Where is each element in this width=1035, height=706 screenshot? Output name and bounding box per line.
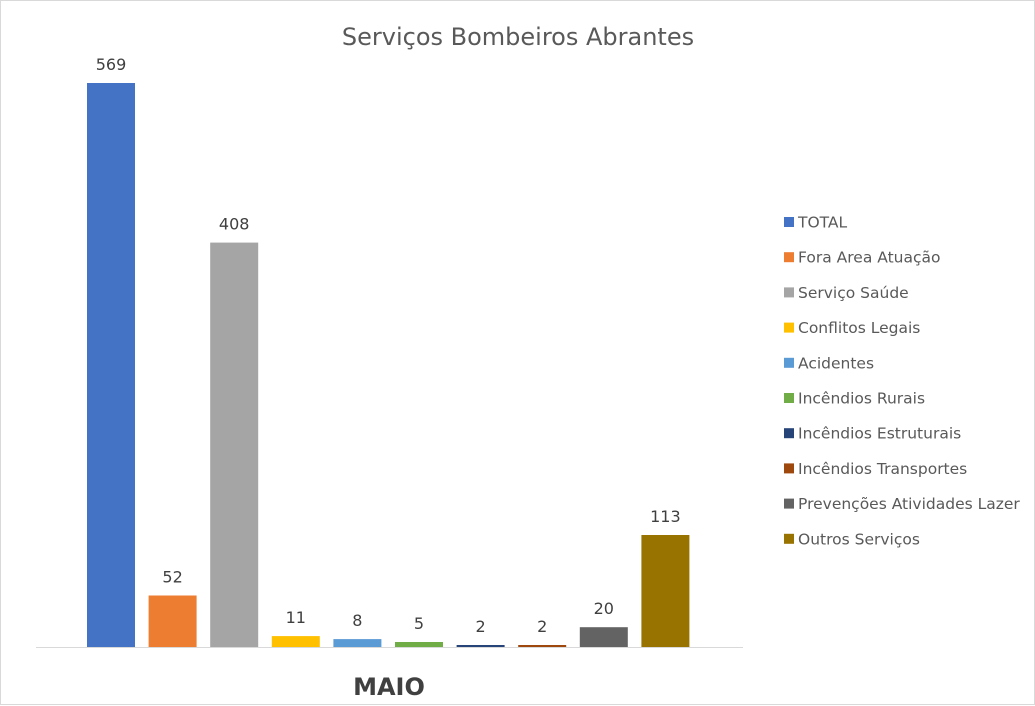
data-label-2: 408 xyxy=(219,215,250,234)
legend-swatch-9 xyxy=(784,533,794,544)
legend-label-0: TOTAL xyxy=(797,214,848,232)
legend-label-2: Serviço Saúde xyxy=(798,284,909,302)
bar-3 xyxy=(271,636,320,647)
x-tick-label: MAIO xyxy=(353,673,425,701)
legend-label-5: Incêndios Rurais xyxy=(798,390,925,408)
legend-swatch-1 xyxy=(784,252,794,263)
legend-label-9: Outros Serviços xyxy=(798,530,920,548)
data-label-6: 2 xyxy=(476,617,486,636)
bar-6 xyxy=(456,645,505,647)
data-label-9: 113 xyxy=(650,507,681,526)
bar-2 xyxy=(210,242,259,647)
data-label-5: 5 xyxy=(414,614,424,633)
data-label-3: 11 xyxy=(286,608,306,627)
legend-swatch-5 xyxy=(784,393,794,403)
legend-swatch-8 xyxy=(784,498,794,509)
legend-label-8: Prevenções Atividades Lazer xyxy=(798,495,1020,513)
data-label-4: 8 xyxy=(352,611,362,630)
bar-1 xyxy=(148,595,197,647)
bar-9 xyxy=(641,535,690,647)
legend-swatch-3 xyxy=(784,322,794,333)
legend-label-4: Acidentes xyxy=(798,354,874,372)
legend-label-7: Incêndios Transportes xyxy=(798,460,967,478)
legend-swatch-6 xyxy=(784,428,794,439)
legend-swatch-0 xyxy=(784,217,794,227)
legend-swatch-7 xyxy=(784,463,794,474)
bar-5 xyxy=(395,642,443,647)
data-label-7: 2 xyxy=(537,617,547,636)
legend-label-3: Conflitos Legais xyxy=(798,319,920,337)
bars-group xyxy=(87,83,690,647)
chart-title: Serviços Bombeiros Abrantes xyxy=(342,23,694,51)
legend-label-1: Fora Area Atuação xyxy=(798,249,940,267)
data-label-0: 569 xyxy=(96,55,127,74)
bar-7 xyxy=(518,645,567,647)
data-label-8: 20 xyxy=(594,599,614,618)
bar-8 xyxy=(579,627,628,647)
bar-4 xyxy=(333,639,382,647)
legend-swatch-2 xyxy=(784,287,794,298)
data-label-1: 52 xyxy=(162,568,182,587)
legend-label-6: Incêndios Estruturais xyxy=(798,425,961,443)
legend: TOTAL Fora Area Atuação Serviço Saúde Confl… xyxy=(784,214,1020,548)
bar-0 xyxy=(87,83,135,647)
legend-swatch-4 xyxy=(784,357,794,368)
